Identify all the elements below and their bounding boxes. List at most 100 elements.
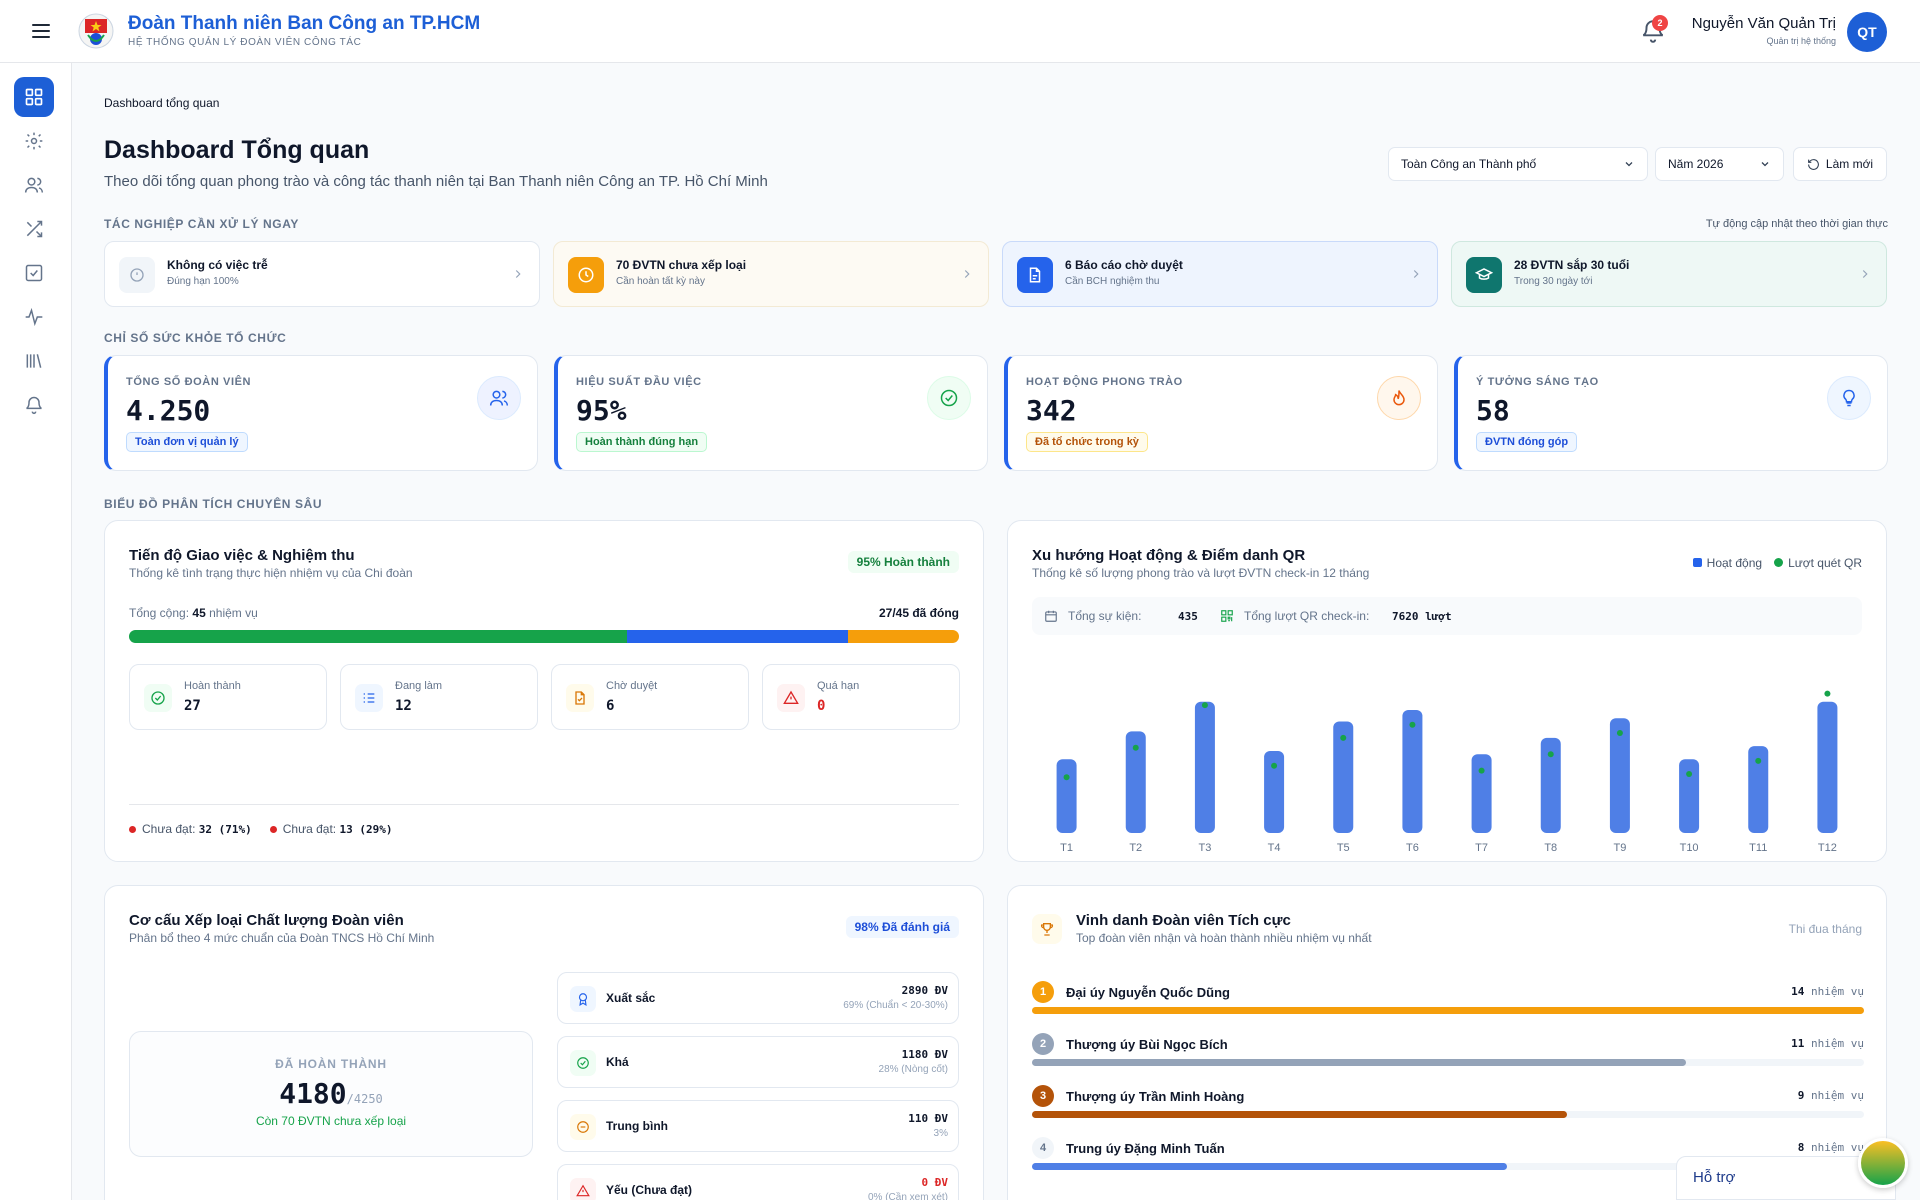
sidebar-item-dashboard[interactable] — [14, 77, 54, 117]
quality-percent: 28% (Nòng cốt) — [878, 1064, 948, 1075]
quality-row-good: Khá 1180 ĐV 28% (Nòng cốt) — [557, 1036, 959, 1088]
bar-t5[interactable] — [1333, 721, 1354, 833]
quality-name: Yếu (Chưa đạt) — [606, 1183, 693, 1197]
legend-item: Chưa đạt: 32 (71%) — [129, 822, 252, 836]
chevron-down-icon — [1761, 162, 1769, 167]
qr-point-t11[interactable] — [1755, 757, 1762, 764]
notification-count-badge: 2 — [1652, 15, 1668, 31]
task-sub: Cần BCH nghiệm thu — [1065, 276, 1160, 287]
completed-summary: ĐÃ HOÀN THÀNH 4180/4250 Còn 70 ĐVTN chưa… — [129, 1031, 533, 1157]
qr-point-t1[interactable] — [1063, 774, 1070, 781]
qr-point-t8[interactable] — [1547, 751, 1554, 758]
bar-t2[interactable] — [1125, 731, 1146, 833]
file-check-icon — [575, 691, 585, 705]
bar-t4[interactable] — [1264, 751, 1285, 833]
qr-point-t7[interactable] — [1478, 767, 1485, 774]
kpi-label: HIỆU SUẤT ĐẦU VIỆC — [576, 376, 702, 388]
users-icon — [24, 177, 44, 193]
qr-code-icon — [1221, 610, 1233, 622]
period-label[interactable]: Thi đua tháng — [1788, 922, 1862, 936]
qr-point-t4[interactable] — [1271, 762, 1278, 769]
notification-bell-icon[interactable] — [1640, 18, 1666, 44]
quality-name: Trung bình — [606, 1119, 668, 1133]
qr-point-t6[interactable] — [1409, 721, 1416, 728]
sidebar-item-activity[interactable] — [14, 297, 54, 337]
bar-t7[interactable] — [1471, 754, 1492, 833]
trend-chart-panel: Xu hướng Hoạt động & Điểm danh QR Thống … — [1007, 520, 1887, 862]
ranking-row[interactable]: 1 Đại úy Nguyễn Quốc Dũng 14 nhiệm vụ — [1032, 981, 1864, 1029]
rank-bar — [1032, 1163, 1508, 1170]
activity-icon — [25, 307, 43, 327]
task-card-age[interactable]: 28 ĐVTN sắp 30 tuổi Trong 30 ngày tới — [1451, 241, 1887, 307]
trend-bar-chart: T1 T2 T3 T4 T5 T6 T7 T8 T9 T10 T11 T12 — [1056, 690, 1838, 854]
breadcrumb[interactable]: Dashboard tổng quan — [104, 96, 220, 110]
gear-icon — [25, 132, 43, 150]
refresh-label: Làm mới — [1825, 157, 1874, 171]
qr-point-t2[interactable] — [1132, 744, 1139, 751]
task-count: 9 nhiệm vụ — [1797, 1089, 1864, 1102]
progress-segment — [848, 630, 959, 643]
qr-point-t5[interactable] — [1340, 734, 1347, 741]
ranking-row[interactable]: 2 Thượng úy Bùi Ngọc Bích 11 nhiệm vụ — [1032, 1033, 1864, 1081]
sidebar-item-assign[interactable] — [14, 209, 54, 249]
avatar[interactable]: QT — [1847, 12, 1887, 52]
total-unit: nhiệm vụ — [209, 606, 258, 620]
ranking-row[interactable]: 3 Thượng úy Trần Minh Hoàng 9 nhiệm vụ — [1032, 1085, 1864, 1133]
user-name[interactable]: Nguyễn Văn Quản Trị — [1691, 15, 1836, 32]
ranking-row[interactable]: 4 Trung úy Đặng Minh Tuấn 8 nhiệm vụ — [1032, 1137, 1864, 1185]
sidebar-item-library[interactable] — [14, 341, 54, 381]
completion-badge: 95% Hoàn thành — [847, 551, 959, 573]
legend-item-activities: Hoạt động — [1692, 556, 1762, 570]
bar-t3[interactable] — [1194, 701, 1215, 833]
sidebar-item-tasks[interactable] — [14, 253, 54, 293]
quality-row-excellent: Xuất sắc 2890 ĐV 69% (Chuẩn < 20-30%) — [557, 972, 959, 1024]
kpi-value: 95% — [576, 394, 627, 427]
task-card-unranked[interactable]: 70 ĐVTN chưa xếp loại Cần hoàn tất kỳ nà… — [553, 241, 989, 307]
bar-t11[interactable] — [1748, 746, 1769, 833]
x-tick-label: T8 — [1544, 842, 1557, 854]
scope-select[interactable]: Toàn Công an Thành phố — [1388, 147, 1648, 181]
kpi-tag: ĐVTN đóng góp — [1476, 432, 1578, 452]
bell-icon — [26, 396, 42, 415]
bar-t12[interactable] — [1817, 701, 1838, 833]
qr-point-t9[interactable] — [1616, 729, 1623, 736]
quality-count: 0 ĐV — [921, 1176, 949, 1189]
page-subtitle: Theo dõi tổng quan phong trào và công tá… — [104, 173, 768, 190]
x-tick-label: T7 — [1475, 842, 1488, 854]
quality-percent: 0% (Cần xem xét) — [867, 1192, 948, 1200]
quality-percent: 69% (Chuẩn < 20-30%) — [843, 1000, 948, 1011]
completed-count: 4180/4250 — [279, 1077, 383, 1110]
sidebar-item-settings[interactable] — [14, 121, 54, 161]
bar-t6[interactable] — [1402, 710, 1423, 833]
member-name: Thượng úy Trần Minh Hoàng — [1066, 1089, 1245, 1104]
task-card-no-late[interactable]: Không có việc trễ Đúng hạn 100% — [104, 241, 540, 307]
qr-label: Tổng lượt QR check-in: — [1244, 609, 1370, 623]
clock-icon — [578, 267, 594, 283]
rank-track — [1032, 1007, 1864, 1014]
task-card-reports[interactable]: 6 Báo cáo chờ duyệt Cần BCH nghiệm thu — [1002, 241, 1438, 307]
bar-t8[interactable] — [1540, 737, 1561, 833]
chevron-down-icon — [1625, 162, 1633, 167]
kpi-tag: Hoàn thành đúng hạn — [576, 432, 708, 452]
refresh-button[interactable]: Làm mới — [1793, 147, 1887, 181]
qr-point-t12[interactable] — [1824, 690, 1831, 697]
closed-count: 27/45 đã đóng — [878, 606, 959, 620]
year-select[interactable]: Năm 2026 — [1655, 147, 1784, 181]
qr-point-t3[interactable] — [1201, 702, 1208, 709]
quality-percent: 3% — [933, 1128, 948, 1139]
stat-value: 0 — [817, 698, 826, 714]
bar-t10[interactable] — [1679, 759, 1700, 833]
sidebar-item-members[interactable] — [14, 165, 54, 205]
qr-point-t10[interactable] — [1686, 770, 1693, 777]
quality-count: 110 ĐV — [908, 1112, 948, 1125]
support-mascot-avatar[interactable] — [1858, 1138, 1908, 1188]
x-tick-label: T2 — [1129, 842, 1142, 854]
menu-icon[interactable] — [30, 21, 52, 41]
warning-icon — [783, 690, 799, 704]
quality-name: Khá — [606, 1055, 629, 1069]
sidebar-item-notifications[interactable] — [14, 385, 54, 425]
bar-t9[interactable] — [1609, 718, 1630, 833]
progress-panel: Tiến độ Giao việc & Nghiệm thu Thống kê … — [104, 520, 984, 862]
bar-t1[interactable] — [1056, 759, 1077, 833]
kpi-tag: Toàn đơn vị quản lý — [126, 432, 248, 452]
